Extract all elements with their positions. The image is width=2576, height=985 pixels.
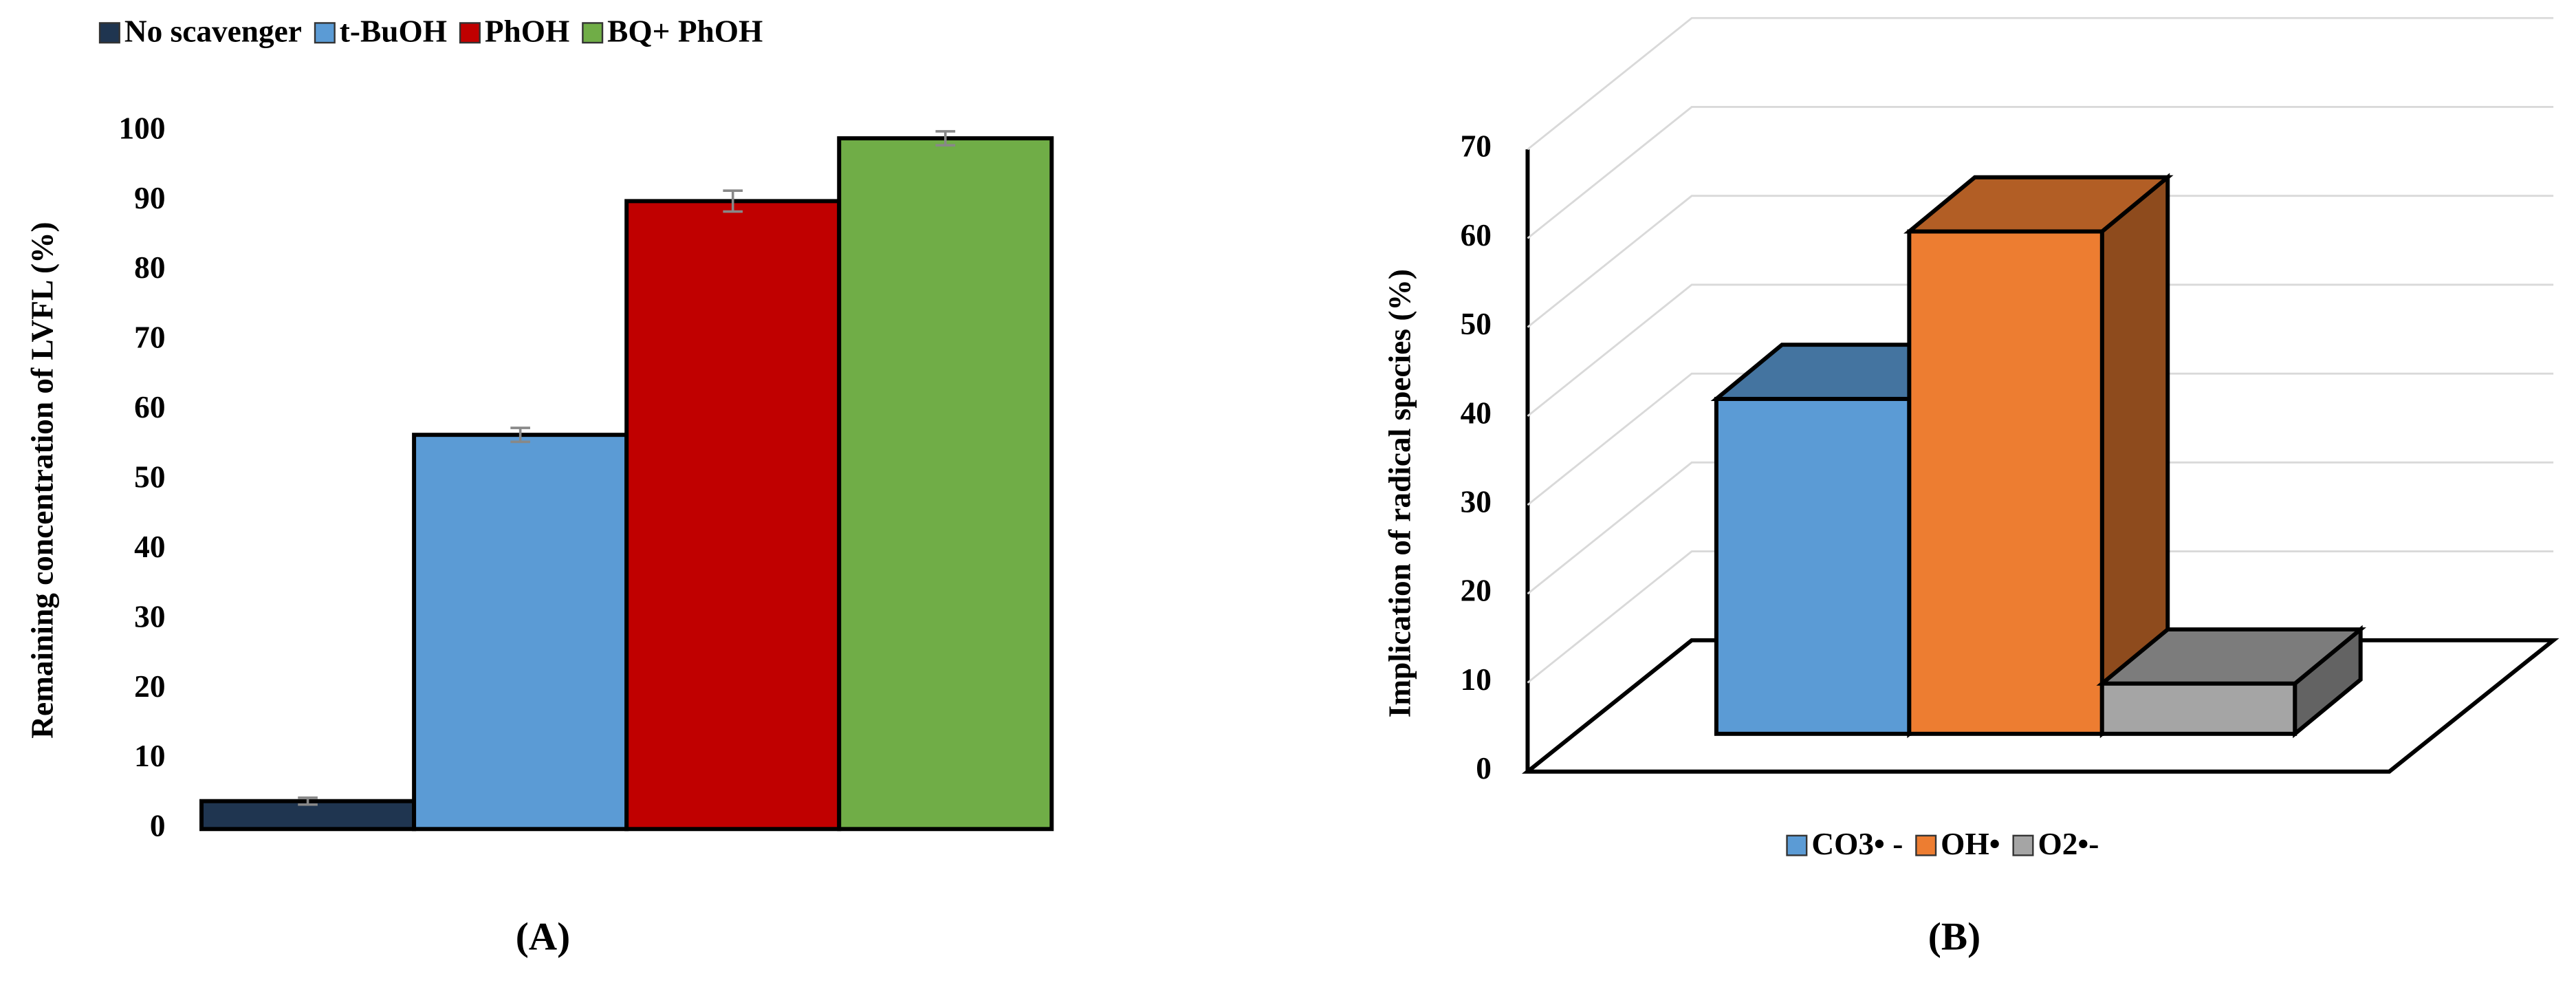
y-tick-label: 50: [134, 460, 165, 495]
y-tick-label: 0: [1476, 751, 1492, 786]
error-bar: [298, 796, 318, 806]
legend-label: PhOH: [485, 14, 569, 49]
legend-label: O2•-: [2038, 827, 2099, 861]
y-tick-label: 40: [134, 530, 165, 564]
grid-line: [1527, 283, 2554, 417]
grid-line: [1527, 550, 2554, 684]
y-tick-label: 100: [119, 111, 166, 145]
y-tick-label: 90: [134, 181, 165, 215]
y-tick-label: 50: [1461, 307, 1492, 341]
error-bar: [935, 130, 956, 147]
bar: [1714, 396, 1912, 736]
bar: [2099, 681, 2297, 736]
y-tick-label: 0: [150, 809, 166, 843]
legend-label: t-BuOH: [340, 14, 447, 49]
grid-line: [1527, 372, 2554, 506]
legend-swatch: [2012, 834, 2034, 856]
error-bar: [510, 426, 530, 444]
error-bar: [723, 189, 743, 213]
legend-label: BQ+ PhOH: [607, 14, 763, 49]
y-tick-label: 60: [1461, 218, 1492, 252]
bar: [624, 199, 842, 832]
legend-swatch: [582, 22, 604, 44]
legend-swatch: [98, 22, 120, 44]
legend-swatch: [459, 22, 481, 44]
panel-label: (B): [1928, 916, 1980, 959]
y-tick-label: 10: [134, 739, 165, 773]
y-tick-label: 30: [134, 599, 165, 634]
y-axis-label: Implication of radical species (%): [1382, 269, 1417, 717]
grid-line: [1527, 17, 2554, 151]
legend-swatch: [1915, 834, 1937, 856]
bar: [837, 136, 1054, 832]
legend-label: CO3• -: [1811, 827, 1903, 861]
legend-swatch: [314, 22, 336, 44]
y-tick-label: 70: [1461, 129, 1492, 164]
y-tick-label: 20: [134, 669, 165, 704]
bar: [412, 433, 629, 832]
y-tick-label: 10: [1461, 662, 1492, 697]
legend-label: OH•: [1941, 827, 2000, 861]
y-tick-label: 20: [1461, 574, 1492, 608]
y-tick-label: 80: [134, 250, 165, 285]
y-tick-label: 40: [1461, 396, 1492, 430]
legend-swatch: [1786, 834, 1808, 856]
panel-label: (A): [516, 916, 571, 959]
y-tick-label: 70: [134, 321, 165, 355]
grid-line: [1527, 195, 2554, 328]
y-tick-label: 30: [1461, 484, 1492, 519]
y-tick-label: 60: [134, 390, 165, 424]
y-axis-label: Remaining concentration of LVFL (%): [25, 221, 60, 738]
grid-line: [1527, 461, 2554, 595]
legend-label: No scavenger: [124, 14, 302, 49]
grid-line: [1527, 106, 2554, 239]
bar: [1907, 229, 2104, 736]
